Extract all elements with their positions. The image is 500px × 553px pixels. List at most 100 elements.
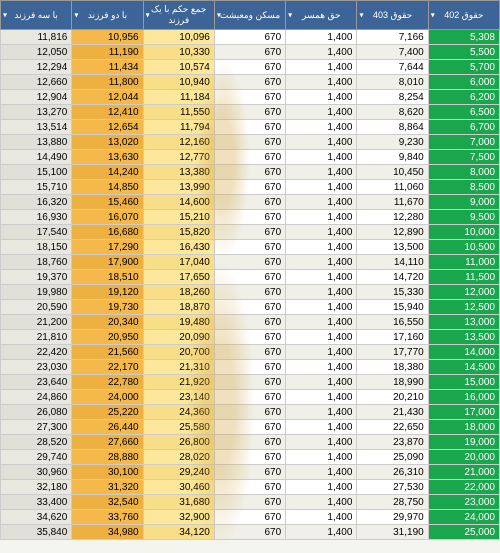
cell: 21,920 [143, 375, 214, 390]
cell: 15,710 [1, 180, 72, 195]
cell: 7,166 [357, 30, 428, 45]
cell: 7,000 [428, 135, 499, 150]
cell: 28,020 [143, 450, 214, 465]
cell: 670 [214, 60, 285, 75]
cell: 670 [214, 375, 285, 390]
col-header-1[interactable]: حقوق 402▾ [428, 1, 499, 30]
table-row: 12,50015,9401,40067018,87019,73020,590 [1, 300, 500, 315]
cell: 16,320 [1, 195, 72, 210]
cell: 13,880 [1, 135, 72, 150]
filter-dropdown-icon[interactable]: ▾ [288, 11, 292, 20]
cell: 9,230 [357, 135, 428, 150]
col-header-label: با سه فرزند [14, 10, 57, 20]
col-header-label: با دو فرزند [88, 10, 127, 20]
cell: 23,870 [357, 435, 428, 450]
cell: 10,000 [428, 225, 499, 240]
table-row: 6,7008,8641,40067011,79412,65413,514 [1, 120, 500, 135]
filter-dropdown-icon[interactable]: ▾ [359, 11, 363, 20]
cell: 21,000 [428, 465, 499, 480]
cell: 670 [214, 105, 285, 120]
table-row: 24,00029,9701,40067032,90033,76034,620 [1, 510, 500, 525]
cell: 10,574 [143, 60, 214, 75]
cell: 12,904 [1, 90, 72, 105]
filter-dropdown-icon[interactable]: ▾ [3, 11, 7, 20]
cell: 15,000 [428, 375, 499, 390]
cell: 19,730 [72, 300, 143, 315]
cell: 670 [214, 30, 285, 45]
cell: 31,190 [357, 525, 428, 540]
cell: 6,000 [428, 75, 499, 90]
col-header-4[interactable]: مسکن ومعیشت▾ [214, 1, 285, 30]
filter-dropdown-icon[interactable]: ▾ [217, 11, 221, 20]
cell: 10,940 [143, 75, 214, 90]
cell: 20,950 [72, 330, 143, 345]
cell: 14,850 [72, 180, 143, 195]
table-row: 13,50017,1601,40067020,09020,95021,810 [1, 330, 500, 345]
cell: 1,400 [286, 390, 357, 405]
cell: 18,990 [357, 375, 428, 390]
cell: 19,370 [1, 270, 72, 285]
cell: 670 [214, 315, 285, 330]
col-header-6[interactable]: با دو فرزند ▾ [72, 1, 143, 30]
cell: 670 [214, 180, 285, 195]
cell: 12,410 [72, 105, 143, 120]
table-row: 12,00015,3301,40067018,26019,12019,980 [1, 285, 500, 300]
cell: 13,990 [143, 180, 214, 195]
cell: 15,330 [357, 285, 428, 300]
filter-dropdown-icon[interactable]: ▾ [146, 11, 150, 20]
cell: 7,400 [357, 45, 428, 60]
cell: 670 [214, 150, 285, 165]
cell: 12,160 [143, 135, 214, 150]
cell: 16,930 [1, 210, 72, 225]
cell: 18,150 [1, 240, 72, 255]
cell: 670 [214, 345, 285, 360]
cell: 12,280 [357, 210, 428, 225]
cell: 8,864 [357, 120, 428, 135]
cell: 10,330 [143, 45, 214, 60]
cell: 26,080 [1, 405, 72, 420]
table-row: 23,00028,7501,40067031,68032,54033,400 [1, 495, 500, 510]
table-row: 5,7007,6441,40067010,57411,43412,294 [1, 60, 500, 75]
filter-dropdown-icon[interactable]: ▾ [74, 11, 78, 20]
table-row: 9,50012,2801,40067015,21016,07016,930 [1, 210, 500, 225]
cell: 6,500 [428, 105, 499, 120]
col-header-5[interactable]: جمع حکم با یک فرزند▾ [143, 1, 214, 30]
col-header-7[interactable]: با سه فرزند ▾ [1, 1, 72, 30]
cell: 670 [214, 45, 285, 60]
cell: 670 [214, 135, 285, 150]
col-header-2[interactable]: حقوق 403 ▾ [357, 1, 428, 30]
cell: 13,500 [428, 330, 499, 345]
table-row: 6,0008,0101,40067010,94011,80012,660 [1, 75, 500, 90]
cell: 1,400 [286, 315, 357, 330]
col-header-3[interactable]: حق همسر▾ [286, 1, 357, 30]
filter-dropdown-icon[interactable]: ▾ [431, 11, 435, 20]
cell: 28,520 [1, 435, 72, 450]
cell: 12,044 [72, 90, 143, 105]
cell: 25,220 [72, 405, 143, 420]
cell: 19,000 [428, 435, 499, 450]
cell: 8,010 [357, 75, 428, 90]
table-row: 9,00011,6701,40067014,60015,46016,320 [1, 195, 500, 210]
col-header-label: حقوق 403 [373, 10, 412, 20]
cell: 34,620 [1, 510, 72, 525]
cell: 35,840 [1, 525, 72, 540]
cell: 1,400 [286, 450, 357, 465]
cell: 17,540 [1, 225, 72, 240]
cell: 18,510 [72, 270, 143, 285]
cell: 670 [214, 75, 285, 90]
cell: 27,530 [357, 480, 428, 495]
cell: 32,900 [143, 510, 214, 525]
cell: 29,740 [1, 450, 72, 465]
cell: 16,000 [428, 390, 499, 405]
table-row: 7,5009,8401,40067012,77013,63014,490 [1, 150, 500, 165]
table-row: 14,50018,3801,40067021,31022,17023,030 [1, 360, 500, 375]
cell: 670 [214, 270, 285, 285]
table-row: 11,00014,1101,40067017,04017,90018,760 [1, 255, 500, 270]
cell: 25,580 [143, 420, 214, 435]
cell: 1,400 [286, 255, 357, 270]
cell: 9,840 [357, 150, 428, 165]
cell: 12,294 [1, 60, 72, 75]
cell: 34,120 [143, 525, 214, 540]
cell: 670 [214, 405, 285, 420]
cell: 16,680 [72, 225, 143, 240]
